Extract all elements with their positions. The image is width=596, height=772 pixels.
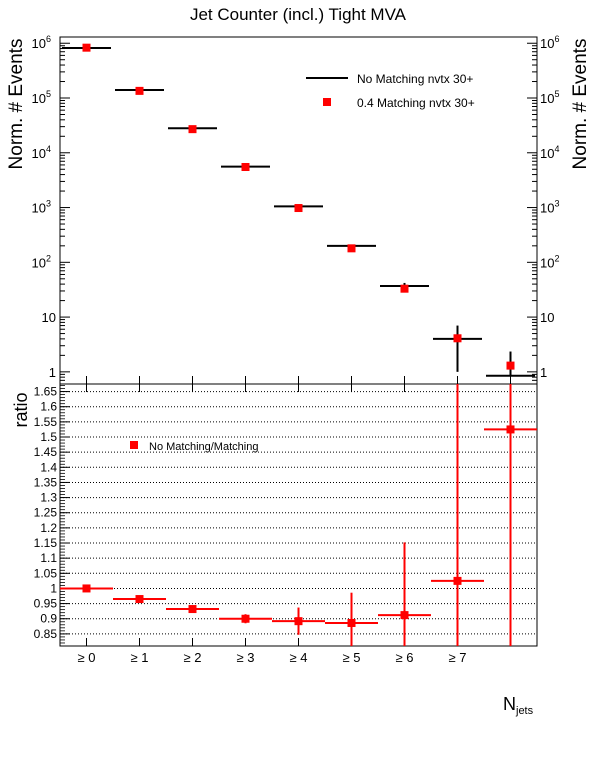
top-left-tick-label: 106	[32, 34, 51, 51]
ratio-tick-label: 1.25	[34, 506, 58, 520]
top-right-tick-label: 106	[540, 34, 559, 51]
ratio-legend-label: No Matching/Matching	[149, 441, 258, 453]
ratio-tick-label: 1.05	[34, 566, 58, 580]
chart-title: Jet Counter (incl.) Tight MVA	[190, 5, 407, 24]
ratio-tick-label: 1.65	[34, 385, 58, 399]
ratio-tick-label: 0.95	[34, 597, 58, 611]
ratio-tick-label: 1.35	[34, 475, 58, 489]
legend-match-swatch	[323, 98, 331, 106]
match-marker	[506, 361, 515, 370]
x-tick-label: ≥ 2	[184, 650, 202, 665]
x-tick-label: ≥ 0	[78, 650, 96, 665]
x-axis-label: Njets	[503, 694, 534, 717]
match-marker	[241, 162, 250, 171]
top-right-tick-label: 10	[540, 310, 554, 325]
x-tick-label: ≥ 7	[449, 650, 467, 665]
ratio-marker	[453, 576, 462, 585]
ratio-tick-label: 1.15	[34, 536, 58, 550]
top-left-tick-label: 105	[32, 89, 51, 106]
ratio-panel: 0.850.90.9511.051.11.151.21.251.31.351.4…	[34, 383, 538, 665]
ratio-tick-label: 1.5	[40, 430, 57, 444]
x-tick-label: ≥ 5	[343, 650, 361, 665]
x-tick-label: ≥ 6	[396, 650, 414, 665]
ratio-frame	[59, 383, 538, 647]
ratio-tick-label: 1.3	[40, 491, 57, 505]
ratio-tick-label: 1.55	[34, 415, 58, 429]
top-left-tick-label: 1	[49, 365, 56, 380]
ratio-tick-label: 1.4	[40, 460, 57, 474]
ratio-legend-swatch	[130, 441, 138, 449]
ratio-marker	[400, 611, 409, 620]
top-right-tick-label: 1	[540, 365, 547, 380]
legend-match-label: 0.4 Matching nvtx 30+	[357, 96, 475, 110]
top-right-y-axis-label: Norm. # Events	[570, 39, 591, 170]
legend-nomatch-label: No Matching nvtx 30+	[357, 72, 473, 86]
ratio-tick-label: 1.6	[40, 400, 57, 414]
ratio-tick-label: 1.45	[34, 445, 58, 459]
top-right-tick-label: 103	[540, 199, 559, 216]
top-left-tick-label: 103	[32, 199, 51, 216]
match-marker	[135, 86, 144, 95]
top-right-tick-label: 105	[540, 89, 559, 106]
ratio-marker	[347, 618, 356, 627]
ratio-marker	[188, 605, 197, 614]
top-right-tick-label: 104	[540, 144, 559, 161]
x-tick-label: ≥ 3	[237, 650, 255, 665]
ratio-marker	[506, 425, 515, 434]
top-panel: 106 106 105 105 104 104 103 103 102 102 10 10 1 1 No M…	[32, 34, 559, 385]
top-y-axis-label: Norm. # Events	[6, 39, 27, 170]
match-marker	[347, 244, 356, 253]
ratio-marker	[82, 584, 91, 593]
match-marker	[188, 125, 197, 134]
ratio-y-axis-label: ratio	[11, 392, 31, 427]
ratio-tick-label: 1.1	[40, 551, 57, 565]
match-marker	[294, 204, 303, 213]
ratio-marker	[135, 595, 144, 604]
top-left-tick-label: 104	[32, 144, 51, 161]
match-marker	[82, 43, 91, 52]
top-left-tick-label: 10	[42, 310, 56, 325]
ratio-marker	[241, 614, 250, 623]
ratio-marker	[294, 617, 303, 626]
ratio-tick-label: 0.85	[34, 627, 58, 641]
match-marker	[453, 334, 462, 343]
ratio-tick-label: 0.9	[40, 612, 57, 626]
x-tick-label: ≥ 1	[131, 650, 149, 665]
ratio-tick-label: 1	[50, 581, 57, 595]
top-right-tick-label: 102	[540, 253, 559, 270]
match-marker	[400, 284, 409, 293]
top-left-tick-label: 102	[32, 253, 51, 270]
x-tick-label: ≥ 4	[290, 650, 308, 665]
ratio-tick-label: 1.2	[40, 521, 57, 535]
